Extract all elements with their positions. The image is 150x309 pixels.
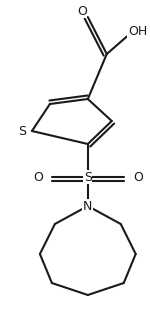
Text: N: N <box>83 200 93 213</box>
Text: O: O <box>33 171 43 184</box>
Text: O: O <box>77 5 87 18</box>
Text: O: O <box>133 171 143 184</box>
Text: S: S <box>84 171 92 184</box>
Text: OH: OH <box>128 24 147 37</box>
Text: S: S <box>18 125 26 138</box>
